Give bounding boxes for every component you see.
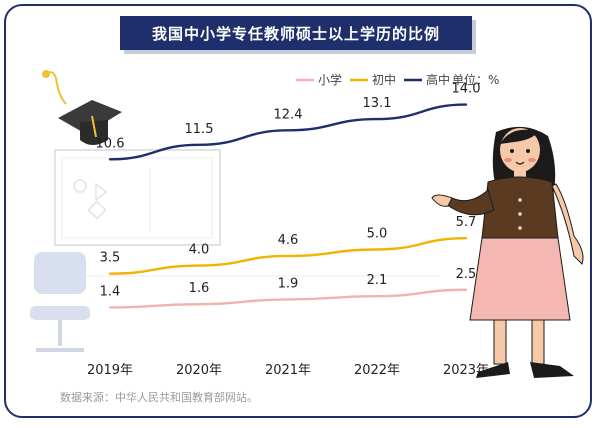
x-tick-label: 2019年 <box>87 363 133 378</box>
series-line-1 <box>108 237 468 275</box>
data-label: 13.1 <box>363 96 392 111</box>
series-line-0 <box>108 288 468 309</box>
data-label: 5.0 <box>367 227 388 242</box>
legend-label: 初中 <box>372 72 396 87</box>
x-axis: 2019年 2020年 2021年 2022年 2023年 <box>87 363 489 378</box>
data-label: 10.6 <box>96 136 125 151</box>
unit-label: 单位：% <box>452 72 499 87</box>
chair-illustration <box>30 252 90 352</box>
data-label: 1.4 <box>100 284 121 299</box>
legend-label: 高中 <box>426 72 450 87</box>
source-note: 数据来源：中华人民共和国教育部网站。 <box>60 391 258 404</box>
data-label: 4.0 <box>189 243 210 258</box>
x-tick-label: 2021年 <box>265 363 311 378</box>
data-labels: 1.4 1.6 1.9 2.1 2.5 3.5 4.0 4.6 5.0 5.7 10.6 11.5 12… <box>96 82 481 300</box>
chart-legend: 小学 初中 高中 <box>296 72 450 87</box>
data-label: 3.5 <box>100 251 121 266</box>
data-label: 4.6 <box>278 233 299 248</box>
data-label: 2.1 <box>367 273 388 288</box>
teacher-illustration <box>431 126 584 378</box>
data-label: 2.5 <box>456 267 477 282</box>
x-tick-label: 2022年 <box>354 363 400 378</box>
legend-label: 小学 <box>318 72 342 87</box>
data-label: 12.4 <box>274 107 303 122</box>
data-label: 5.7 <box>456 215 477 230</box>
data-label: 11.5 <box>185 122 214 137</box>
chart-title: 我国中小学专任教师硕士以上学历的比例 <box>120 16 472 50</box>
x-tick-label: 2020年 <box>176 363 222 378</box>
series-line-2 <box>108 103 468 161</box>
series-layer <box>108 103 468 309</box>
data-label: 14.0 <box>452 82 481 97</box>
graduation-cap-icon <box>42 70 122 145</box>
data-label: 1.6 <box>189 281 210 296</box>
data-label: 1.9 <box>278 276 299 291</box>
